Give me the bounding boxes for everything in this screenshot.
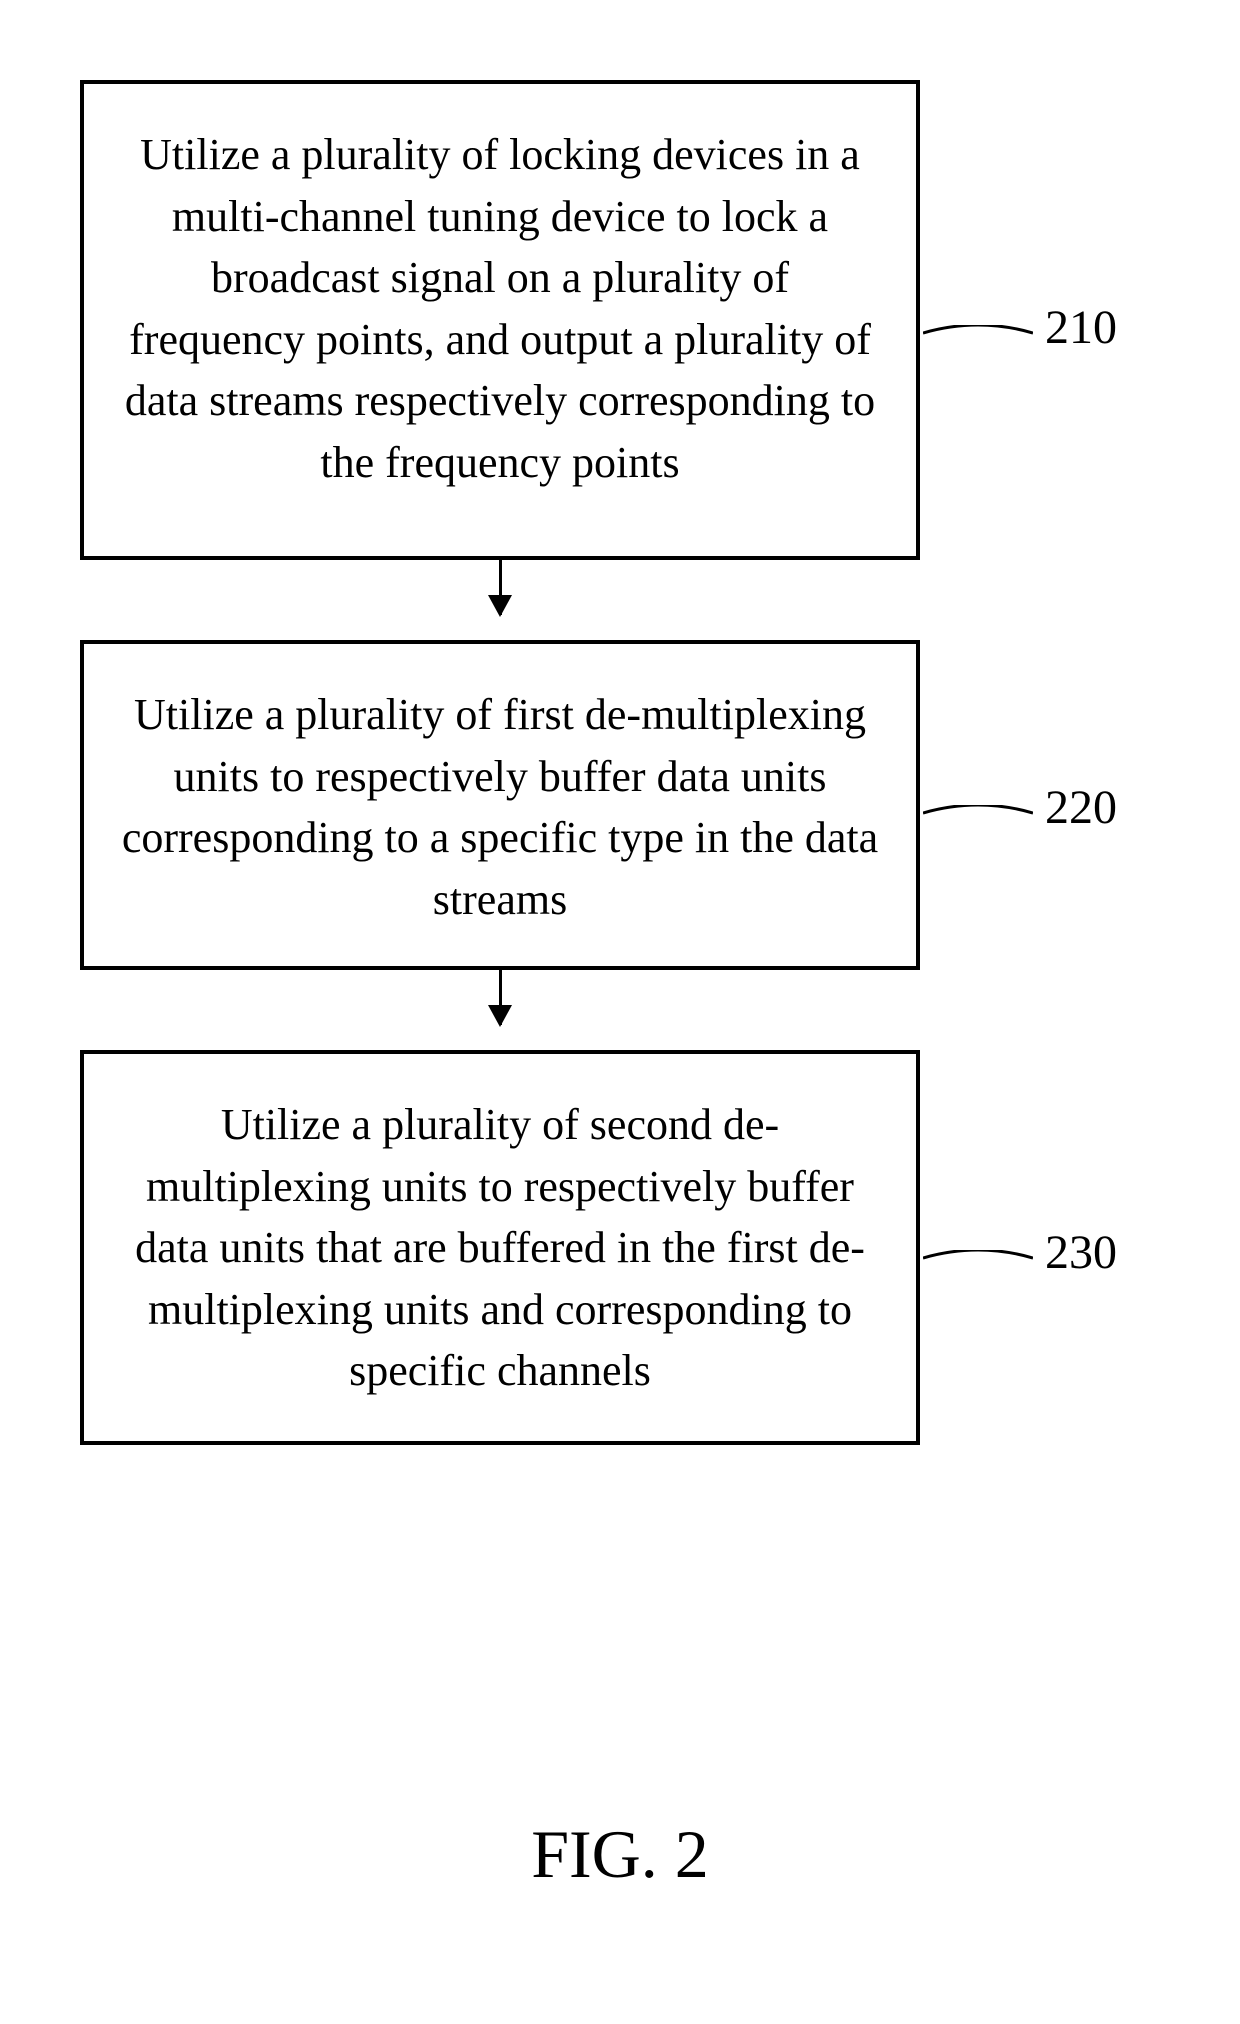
figure-caption: FIG. 2	[531, 1815, 709, 1894]
arrow-icon	[499, 560, 502, 615]
arrow-icon	[499, 970, 502, 1025]
connector-220	[923, 805, 1028, 835]
step-label-220: 220	[1045, 780, 1117, 835]
step-230-text: Utilize a plurality of second de-multipl…	[119, 1094, 881, 1402]
step-label-210: 210	[1045, 300, 1117, 355]
flowchart-step-210: Utilize a plurality of locking devices i…	[80, 80, 920, 560]
arrow-220-to-230	[80, 970, 920, 1050]
connector-230	[923, 1250, 1028, 1280]
flowchart-step-230: Utilize a plurality of second de-multipl…	[80, 1050, 920, 1445]
step-210-text: Utilize a plurality of locking devices i…	[119, 124, 881, 494]
step-220-text: Utilize a plurality of first de-multiple…	[119, 684, 881, 930]
arrow-210-to-220	[80, 560, 920, 640]
flowchart-step-220: Utilize a plurality of first de-multiple…	[80, 640, 920, 970]
step-label-230: 230	[1045, 1225, 1117, 1280]
connector-210	[923, 325, 1028, 355]
flowchart-container: Utilize a plurality of locking devices i…	[80, 80, 1160, 1445]
